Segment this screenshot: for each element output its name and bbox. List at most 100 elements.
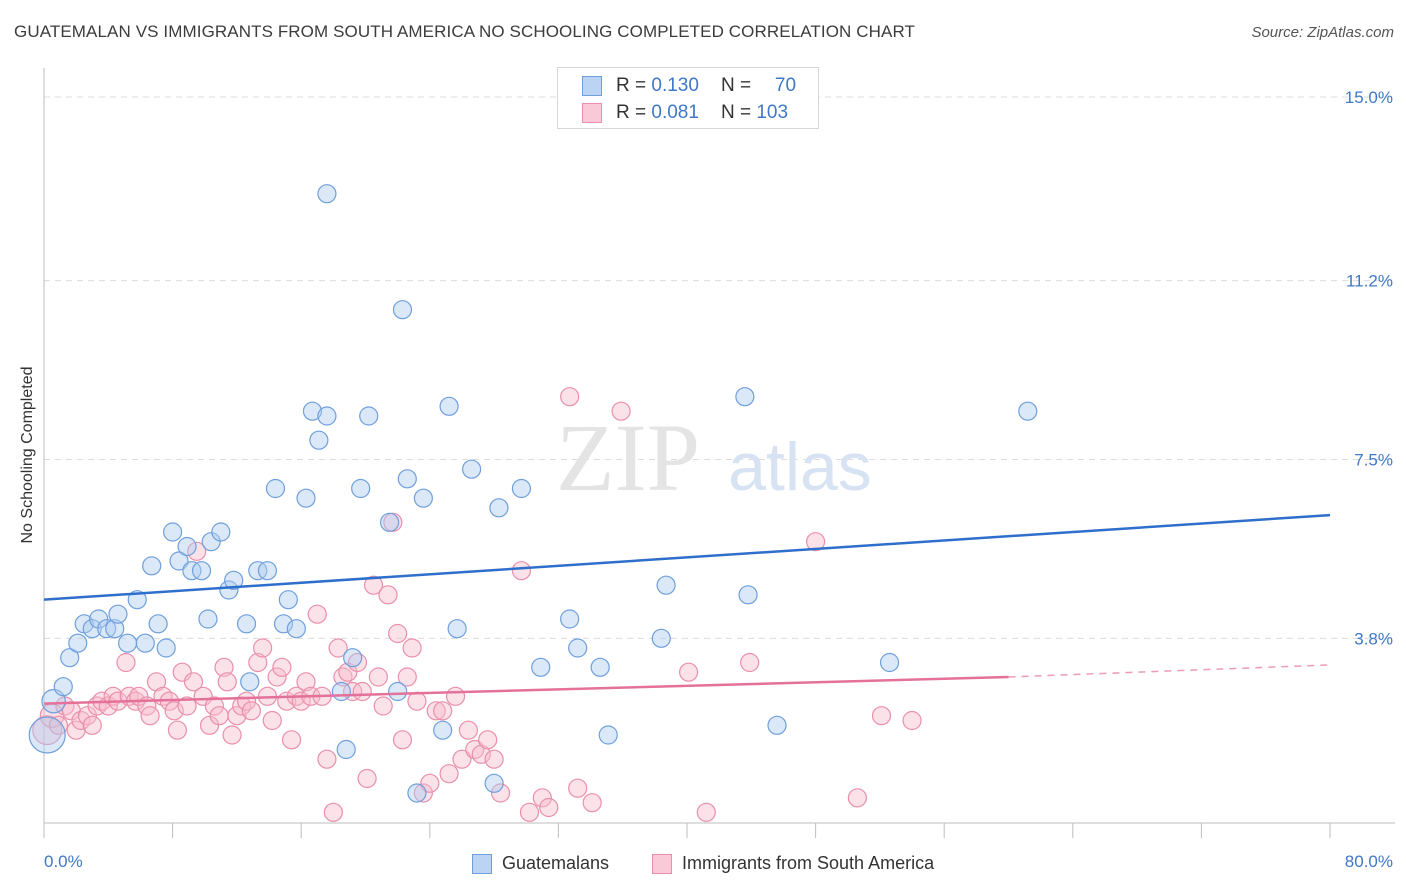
guatemalans-point [484, 773, 504, 793]
trend-line-immigrants-extension [1008, 664, 1331, 678]
immigrants-point [217, 672, 237, 692]
legend-r-value: 0.081 [651, 102, 699, 123]
source-credit: Source: ZipAtlas.com [1251, 24, 1394, 41]
immigrants-point [445, 686, 466, 706]
guatemalans-point [413, 488, 433, 508]
immigrants-point [368, 667, 388, 687]
guatemalans-point [407, 783, 427, 803]
immigrants-point [267, 667, 287, 687]
immigrants-point [77, 706, 98, 726]
immigrants-point [582, 793, 602, 813]
stats-legend: R = 0.130 N = 70 R = 0.081 N = 103 [557, 67, 819, 129]
guatemalans-point [89, 609, 109, 629]
immigrants-point [740, 652, 760, 673]
guatemalans-point [60, 648, 80, 668]
guatemalans-point [273, 614, 294, 634]
guatemalans-point [163, 522, 183, 542]
y-tick-label: 3.8% [1354, 629, 1393, 648]
guatemalans-point [127, 590, 147, 610]
watermark-atlas: atlas [728, 429, 872, 505]
immigrants-point [519, 802, 540, 822]
guatemalans-point [135, 633, 155, 653]
trend-lines [43, 513, 1331, 705]
guatemalans-point [211, 522, 231, 542]
immigrants-point [307, 604, 327, 624]
guatemalans-point [735, 387, 755, 407]
immigrants-point [847, 788, 867, 808]
legend-n-value: 70 [774, 75, 797, 96]
guatemalans-point [343, 648, 363, 668]
legend-swatch-blue [582, 76, 602, 96]
y-tick-label: 15.0% [1345, 88, 1393, 107]
legend-n-value: 103 [756, 102, 789, 123]
immigrants-point [272, 657, 292, 677]
guatemalans-point [511, 478, 532, 499]
guatemalans-point [388, 681, 408, 702]
guatemalans-point [392, 300, 413, 320]
guatemalans-point [317, 184, 337, 204]
immigrants-point [378, 585, 398, 605]
bottom-legend-guatemalans: Guatemalans [472, 853, 609, 874]
guatemalans-point [240, 672, 260, 692]
y-tick-label: 7.5% [1354, 451, 1393, 470]
immigrants-point [511, 561, 532, 581]
immigrants-point [253, 638, 273, 658]
guatemalans-point [219, 580, 239, 600]
guatemalans-point [286, 619, 306, 639]
guatemalans-point [28, 716, 66, 754]
guatemalans-point [148, 614, 168, 634]
immigrants-point [248, 652, 268, 673]
legend-swatch-pink [582, 103, 602, 123]
guatemalans-point [82, 619, 102, 639]
bottom-legend-label: Guatemalans [502, 853, 610, 873]
series-guatemalans [28, 184, 1038, 803]
immigrants-point [532, 788, 552, 808]
immigrants-point [32, 715, 63, 746]
immigrants-point [262, 710, 282, 731]
immigrants-point [490, 783, 511, 803]
series-immigrants-south-america [32, 387, 922, 822]
immigrants-point [484, 749, 504, 769]
immigrants-point [204, 696, 224, 716]
immigrants-point [388, 623, 408, 644]
guatemalans-point [182, 561, 202, 581]
guatemalans-point [278, 590, 298, 610]
immigrants-point [452, 749, 472, 769]
immigrants-point [805, 532, 826, 552]
legend-n-label: N = [720, 75, 752, 96]
chart-title: GUATEMALAN VS IMMIGRANTS FROM SOUTH AMER… [14, 22, 915, 41]
immigrants-point [241, 701, 261, 721]
legend-r-value: 0.130 [651, 75, 699, 96]
trend-line-immigrants [43, 675, 1009, 705]
guatemalans-point [489, 498, 509, 518]
x-tick-label-min: 0.0% [44, 852, 83, 871]
guatemalans-point [302, 401, 323, 421]
guatemalans-point [117, 633, 138, 653]
bottom-legend-swatch-pink [652, 853, 672, 874]
guatemalans-point [156, 638, 176, 658]
guatemalans-point [198, 609, 218, 629]
guatemalans-point [265, 478, 286, 499]
legend-n-label: N = [720, 102, 752, 123]
immigrants-point [222, 725, 242, 745]
immigrants-point [48, 715, 69, 735]
guatemalans-point [296, 488, 316, 508]
grid [44, 96, 1395, 639]
guatemalans-point [531, 657, 551, 677]
legend-r-label: R = [616, 102, 647, 123]
guatemalans-point [447, 619, 467, 639]
guatemalans-point [309, 430, 329, 450]
guatemalans-point [169, 551, 189, 571]
guatemalans-point [359, 406, 379, 426]
immigrants-point [679, 662, 699, 682]
axes [43, 68, 1395, 838]
guatemalans-point [767, 715, 787, 735]
immigrants-point [227, 706, 247, 726]
guatemalans-point [177, 536, 197, 557]
guatemalans-point [351, 478, 371, 499]
immigrants-point [214, 657, 234, 677]
immigrants-point [209, 706, 229, 726]
guatemalans-point [1018, 401, 1038, 421]
immigrants-point [167, 720, 188, 740]
